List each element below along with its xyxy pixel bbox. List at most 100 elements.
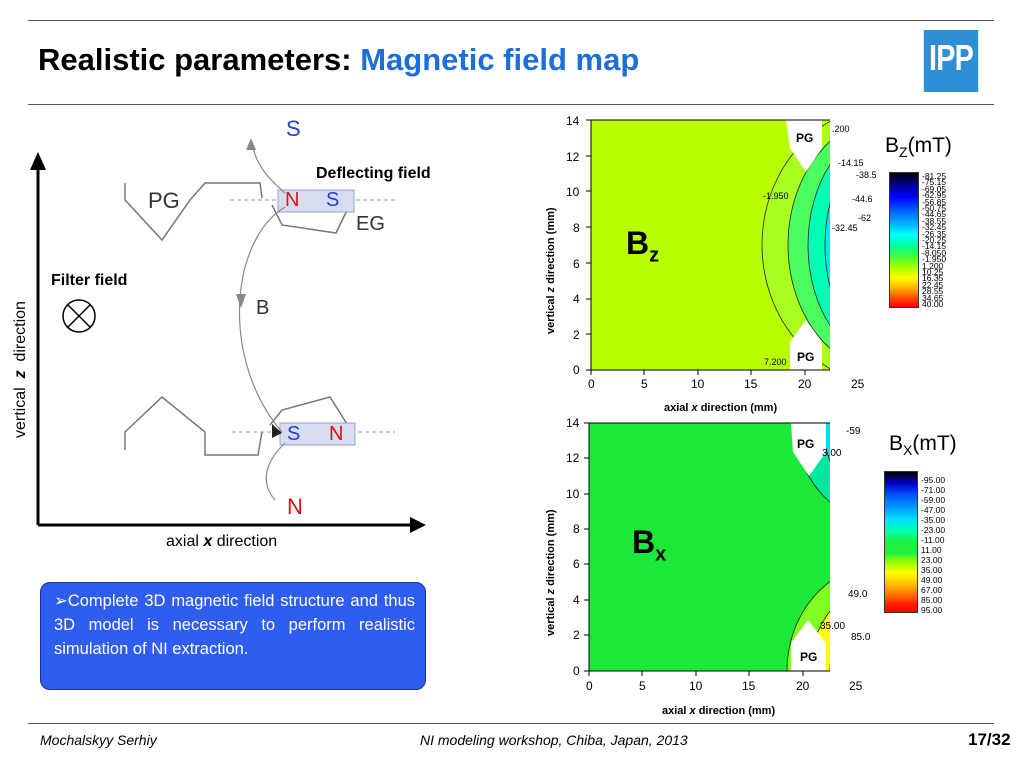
eg-label: EG xyxy=(356,213,385,235)
bz-plot-frame xyxy=(590,119,830,371)
filter-field-label: Filter field xyxy=(51,272,128,289)
bz-level-6: -44.65 xyxy=(922,209,947,220)
bx-y-tick-2: 2 xyxy=(573,628,580,642)
magnet-top-n: N xyxy=(285,189,300,211)
bz-x-tick-20: 20 xyxy=(798,377,812,391)
bx-xlabel-x: x xyxy=(689,705,696,717)
bz-level-18: 28.55 xyxy=(922,286,944,297)
bz-xlabel-a: axial xyxy=(664,402,692,414)
bz-ylabel-b: direction (mm) xyxy=(545,207,557,287)
magnet-bottom-n: N xyxy=(329,423,344,445)
pg-top-outline xyxy=(124,182,263,242)
bz-contour-label-2: -14.15 xyxy=(838,158,864,168)
top-rule xyxy=(28,20,994,21)
bz-ticks xyxy=(586,119,806,375)
bz-pg-bottom-label: PG xyxy=(797,350,815,364)
deflecting-field-label: Deflecting field xyxy=(316,165,431,182)
pg-bottom-outline xyxy=(124,396,263,456)
axial-label-x: x xyxy=(203,533,213,550)
axial-axis-label: axial x direction xyxy=(166,533,277,551)
filter-field-symbol xyxy=(62,299,96,333)
bz-panel-label: Bz xyxy=(626,225,660,267)
vertical-axis-label: vertical z direction xyxy=(12,301,30,438)
bz-y-tick-6: 6 xyxy=(573,257,580,271)
bz-level-16: 16.35 xyxy=(922,273,944,284)
bz-pg-bottom-mark xyxy=(790,320,822,370)
bx-x-tick-25: 25 xyxy=(849,679,863,693)
bx-y-tick-4: 4 xyxy=(573,593,580,607)
slide-title: Realistic parameters: Magnetic field map xyxy=(38,42,639,78)
bx-pg-bottom-label: PG xyxy=(800,650,818,664)
bx-level-7: 11.00 xyxy=(921,545,942,555)
bx-level-12: 85.00 xyxy=(921,595,943,605)
axial-axis-arrow xyxy=(410,517,426,533)
bx-ylabel-a: vertical xyxy=(545,594,557,636)
bx-colorbar-title: BX(mT) xyxy=(889,432,957,459)
bz-colorbar xyxy=(889,172,919,308)
bz-xlabel-b: direction (mm) xyxy=(697,402,778,414)
bx-contour-label-5: 85.0 xyxy=(851,632,871,643)
bz-contour-4 xyxy=(824,201,830,289)
bx-ticks xyxy=(584,422,804,676)
bx-plot-frame xyxy=(588,422,830,672)
bz-contour-label-3: -32.45 xyxy=(832,223,858,233)
bz-x-tick-5: 5 xyxy=(641,377,648,391)
title-plain: Realistic parameters: xyxy=(38,42,361,77)
bz-field-map xyxy=(586,119,830,375)
bz-x-tick-15: 15 xyxy=(744,377,758,391)
magnet-bottom-s: S xyxy=(287,423,301,445)
footer-event: NI modeling workshop, Chiba, Japan, 2013 xyxy=(420,732,688,748)
bz-level-8: -32.45 xyxy=(922,222,947,233)
bx-y-tick-10: 10 xyxy=(566,487,580,501)
bx-level-4: -35.00 xyxy=(921,515,946,525)
bx-contour-label-4: 35.00 xyxy=(820,621,846,632)
bz-level-0: -81.25 xyxy=(922,171,947,181)
header-rule xyxy=(28,104,994,105)
bz-level-9: -26.35 xyxy=(922,228,947,239)
bz-contour-label-7: 7.200 xyxy=(764,357,787,367)
bx-colorbar xyxy=(884,471,918,613)
b-field-label: B xyxy=(256,297,270,319)
bx-level-13: 95.00 xyxy=(921,605,943,615)
bz-x-tick-10: 10 xyxy=(691,377,705,391)
bz-y-tick-0: 0 xyxy=(573,363,580,377)
bx-y-tick-6: 6 xyxy=(573,557,580,571)
cross-line-2 xyxy=(67,304,91,328)
top-magnet xyxy=(277,189,355,213)
bx-contour-label-1: -59 xyxy=(846,426,861,437)
bx-background xyxy=(589,423,830,671)
vertical-label-b: direction xyxy=(12,301,29,362)
bz-level-15: 10.25 xyxy=(922,267,944,277)
bz-level-19: 34.65 xyxy=(922,292,944,303)
bx-pg-bottom-mark xyxy=(791,620,826,671)
ipp-logo: IPP xyxy=(923,30,979,92)
title-accent: Magnetic field map xyxy=(360,42,640,77)
bz-y-tick-4: 4 xyxy=(573,292,580,306)
bottom-pole-label: N xyxy=(287,494,303,519)
bx-contour-label-3: 49.0 xyxy=(848,589,868,600)
axial-label-b: direction xyxy=(216,533,278,550)
bz-colorbar-title: BZ(mT) xyxy=(885,134,952,161)
bx-level-10: 49.00 xyxy=(921,575,943,585)
bz-y-tick-2: 2 xyxy=(573,328,580,342)
bx-contour-label-2: 3.00 xyxy=(822,448,842,459)
bx-x-tick-20: 20 xyxy=(796,679,810,693)
bz-level-20: 40.00 xyxy=(922,299,944,309)
bx-x-tick-0: 0 xyxy=(586,679,593,693)
bz-level-7: -38.55 xyxy=(922,215,947,226)
bx-xlabel-a: axial xyxy=(662,705,690,717)
bz-ylabel-a: vertical xyxy=(545,292,557,334)
bx-pg-top-label: PG xyxy=(797,437,815,451)
bz-xlabel-x: x xyxy=(691,402,698,414)
note-text: Complete 3D magnetic field structure and… xyxy=(54,592,415,658)
bx-level-6: -11.00 xyxy=(921,535,945,545)
summary-note-box: ➢Complete 3D magnetic field structure an… xyxy=(40,582,426,690)
pg-label: PG xyxy=(148,188,180,213)
bx-x-tick-15: 15 xyxy=(742,679,756,693)
bz-y-tick-14: 14 xyxy=(566,114,580,128)
bz-level-2: -69.05 xyxy=(922,183,947,194)
eg-top-outline xyxy=(271,199,353,234)
bz-level-11: -14.15 xyxy=(922,241,947,252)
bz-level-12: -8.050 xyxy=(922,247,947,258)
field-arrow-top xyxy=(246,138,256,150)
